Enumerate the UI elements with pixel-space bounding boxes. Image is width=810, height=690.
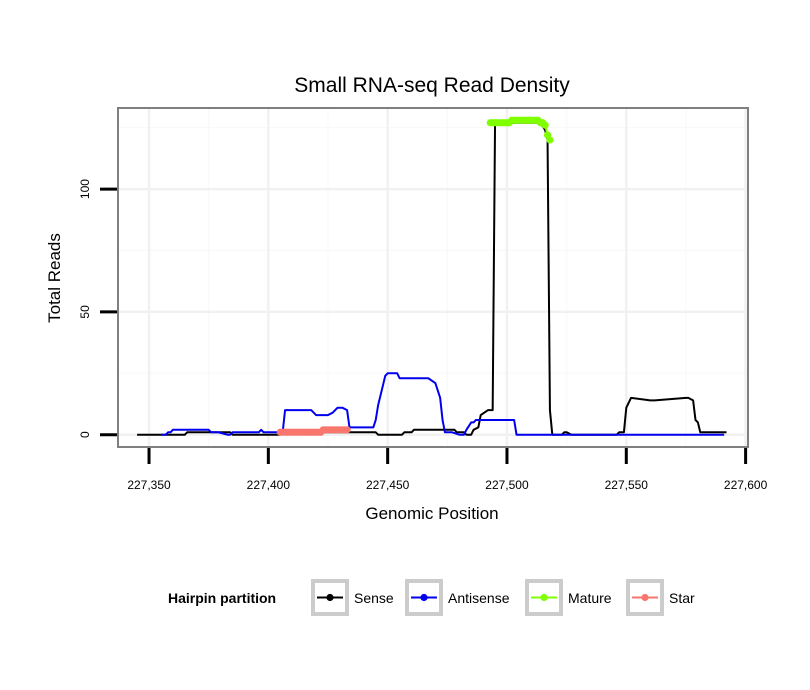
chart-title: Small RNA-seq Read Density [294,74,570,97]
y-tick-label: 50 [78,305,92,319]
x-axis: 227,350 227,400 227,450 227,500 227,550 227,6… [127,448,768,492]
y-axis: 0 50 100 [78,179,117,438]
legend-key-point [420,593,428,602]
legend-title: Hairpin partition [168,590,276,606]
legend-label-sense: Sense [354,590,394,606]
y-axis-title: Total Reads [45,233,64,323]
legend-item-mature: Mature [525,579,612,616]
star-point [343,426,351,434]
plot-border [117,107,749,448]
series-star [276,426,351,436]
x-tick-label: 227,350 [127,478,171,492]
series-layer [137,116,727,436]
legend-item-antisense: Antisense [405,579,510,616]
series-antisense [160,372,725,436]
x-tick-label: 227,450 [366,478,410,492]
legend-item-star: Star [626,579,695,616]
legend-label-antisense: Antisense [448,590,510,606]
y-tick-label: 100 [78,179,92,199]
legend-key-point [641,593,649,602]
mature-point [546,136,554,144]
plot-background [118,108,748,447]
x-tick-label: 227,600 [724,478,768,492]
legend-label-mature: Mature [568,590,612,606]
x-tick-label: 227,550 [605,478,649,492]
x-axis-title: Genomic Position [365,504,498,523]
x-tick-label: 227,400 [247,478,291,492]
legend-key-point [326,593,334,602]
antisense-line [160,372,725,436]
plot-panel [118,108,748,447]
series-sense [137,121,727,436]
legend-label-star: Star [669,590,695,606]
sense-line [137,121,727,436]
legend: Hairpin partition Sense Antisense Mature St… [168,579,695,616]
y-tick-label: 0 [78,431,92,438]
legend-item-sense: Sense [311,579,394,616]
mature-point [541,121,549,129]
series-mature [486,116,554,144]
legend-key-point [540,593,548,602]
gridlines [118,108,748,447]
x-tick-label: 227,500 [485,478,529,492]
